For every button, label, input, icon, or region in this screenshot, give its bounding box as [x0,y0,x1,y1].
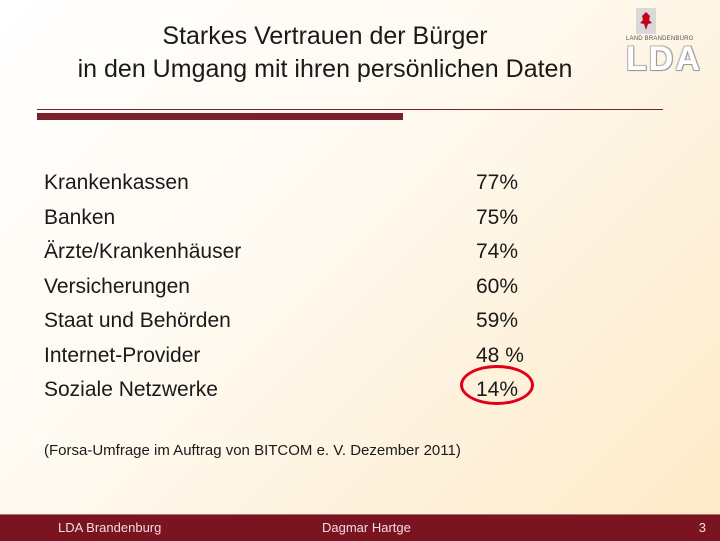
item-label: Banken [44,205,116,229]
item-value: 74% [476,240,519,263]
list-item: Banken 75% [44,201,604,236]
item-label: Internet-Provider [44,343,201,367]
list-item: Krankenkassen 77% [44,166,604,201]
logo-text: LDA [626,40,702,78]
footer-author: Dagmar Hartge [322,520,411,535]
item-value: 60% [476,274,519,298]
title-line-2: in den Umgang mit ihren persönlichen Dat… [77,55,573,83]
list-item: Ärzte/Krankenhäuser 74% [44,235,604,270]
highlight-circle [460,365,534,405]
slide-title: Starkes Vertrauen der Bürger in den Umga… [0,20,650,86]
item-label: Soziale Netzwerke [44,378,218,401]
eagle-emblem-icon [636,8,656,34]
item-label: Versicherungen [44,274,190,298]
footer-bar: LDA Brandenburg Dagmar Hartge 3 [0,514,720,541]
item-value: 77% [476,171,519,194]
page-number: 3 [698,520,706,535]
list-item: Internet-Provider 48 % [44,339,604,374]
footer-organization: LDA Brandenburg [58,520,162,535]
logo-small-text: LAND BRANDENBURG [626,36,694,42]
title-divider-thin [37,109,663,110]
item-label: Ärzte/Krankenhäuser [44,240,242,263]
list-item: Versicherungen 60% [44,270,604,305]
title-divider-thick [37,113,403,120]
item-value: 75% [476,205,519,229]
item-label: Krankenkassen [44,171,189,194]
item-value: 48 % [476,343,524,367]
lda-logo: LAND BRANDENBURG LDA [626,8,716,78]
list-item: Staat und Behörden 59% [44,304,604,339]
item-value: 59% [476,309,519,332]
item-label: Staat und Behörden [44,309,231,332]
title-line-1: Starkes Vertrauen der Bürger [162,22,488,50]
source-note: (Forsa-Umfrage im Auftrag von BITCOM e. … [44,442,461,459]
